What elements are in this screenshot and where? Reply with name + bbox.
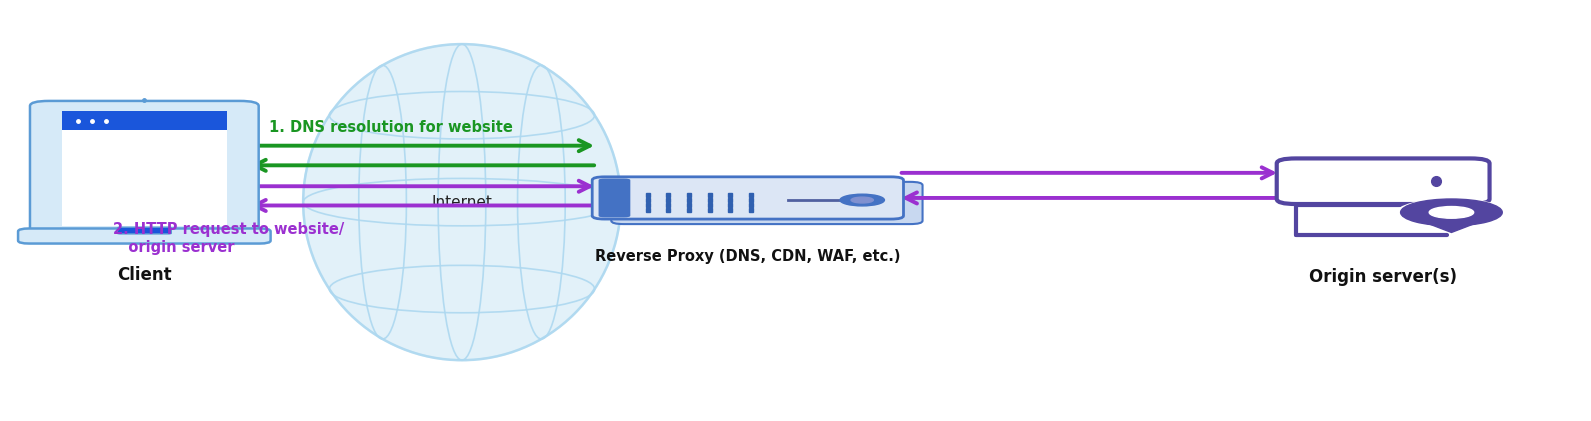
Ellipse shape [304,44,620,360]
Circle shape [1429,207,1473,218]
Circle shape [1400,199,1502,226]
FancyBboxPatch shape [611,182,923,224]
FancyBboxPatch shape [62,112,228,226]
Text: 1. DNS resolution for website: 1. DNS resolution for website [269,120,512,135]
FancyBboxPatch shape [62,112,228,130]
FancyBboxPatch shape [118,227,172,234]
Text: Client: Client [118,266,172,284]
FancyBboxPatch shape [18,229,270,243]
Circle shape [1395,199,1507,228]
FancyBboxPatch shape [30,101,259,237]
FancyBboxPatch shape [592,177,904,219]
Polygon shape [1416,219,1486,232]
Circle shape [851,197,873,203]
Circle shape [840,194,885,206]
Text: Internet: Internet [431,195,492,210]
FancyBboxPatch shape [598,179,630,217]
Text: Origin server(s): Origin server(s) [1309,268,1457,286]
Text: Reverse Proxy (DNS, CDN, WAF, etc.): Reverse Proxy (DNS, CDN, WAF, etc.) [595,249,901,264]
FancyBboxPatch shape [1276,158,1489,204]
Text: 2. HTTP request to website/
   origin server: 2. HTTP request to website/ origin serve… [113,222,344,255]
